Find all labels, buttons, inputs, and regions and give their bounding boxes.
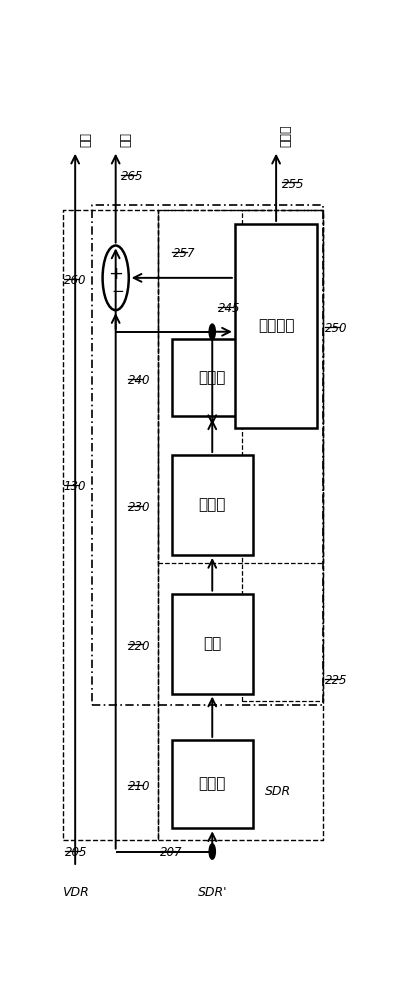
Text: 240: 240: [128, 374, 150, 387]
Text: 残余: 残余: [119, 132, 132, 147]
Text: 210: 210: [128, 780, 150, 793]
Text: 130: 130: [63, 480, 86, 493]
Text: SDR: SDR: [265, 785, 291, 798]
Text: 预测算子: 预测算子: [257, 318, 294, 333]
Text: 265: 265: [121, 170, 144, 183]
FancyBboxPatch shape: [171, 594, 252, 694]
Text: +: +: [108, 265, 123, 283]
Text: 230: 230: [128, 501, 150, 514]
Text: VDR: VDR: [62, 886, 88, 899]
Text: 255: 255: [281, 178, 304, 191]
FancyBboxPatch shape: [171, 455, 252, 555]
Text: 245: 245: [217, 302, 240, 315]
Circle shape: [102, 246, 128, 310]
Circle shape: [209, 844, 215, 859]
Circle shape: [209, 324, 215, 339]
Text: 压缩: 压缩: [203, 636, 221, 651]
Text: SDR': SDR': [197, 886, 227, 899]
Text: −: −: [111, 284, 124, 299]
Text: 257: 257: [172, 247, 194, 260]
FancyBboxPatch shape: [171, 740, 252, 828]
Text: 220: 220: [128, 640, 150, 653]
Text: 逆变换: 逆变换: [198, 370, 225, 385]
Text: 基层: 基层: [79, 132, 92, 147]
FancyBboxPatch shape: [234, 224, 317, 428]
Text: 解压缩: 解压缩: [198, 497, 225, 512]
FancyBboxPatch shape: [171, 339, 252, 416]
Text: 225: 225: [324, 674, 347, 687]
Text: 250: 250: [324, 322, 347, 335]
Text: 260: 260: [63, 274, 86, 287]
Text: 207: 207: [160, 846, 182, 859]
Text: 205: 205: [65, 846, 87, 859]
Text: 元数据: 元数据: [279, 124, 292, 147]
Text: 正变换: 正变换: [198, 777, 225, 792]
